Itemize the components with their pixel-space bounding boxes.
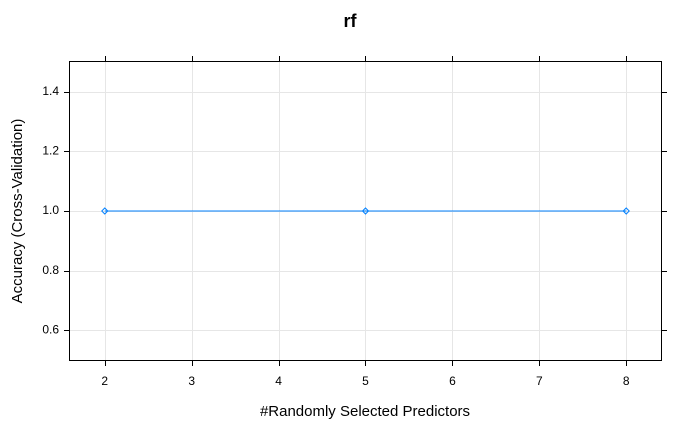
x-tick-label: 2 [101, 374, 108, 388]
y-tick-label: 0.8 [42, 263, 59, 277]
data-point [622, 207, 630, 215]
y-axis-label: Accuracy (Cross-Validation) [9, 119, 26, 304]
series-layer [101, 207, 630, 215]
y-tick-label: 0.6 [42, 322, 59, 336]
x-tick-label: 5 [362, 374, 369, 388]
x-tick-label: 8 [623, 374, 630, 388]
plot-frame [69, 61, 662, 361]
y-tick-label: 1.4 [42, 84, 59, 98]
y-tick-label: 1.0 [42, 203, 59, 217]
y-tick-label: 1.2 [42, 144, 59, 158]
data-point [361, 207, 370, 215]
x-tick-label: 4 [275, 374, 282, 388]
chart-title: rf [344, 11, 358, 31]
x-tick-label: 3 [188, 374, 195, 388]
tick-layer: 2 3 4 5 6 7 8 0.6 0.8 1.0 1.2 1.4 [42, 56, 667, 388]
x-tick-label: 7 [536, 374, 543, 388]
x-axis-label: #Randomly Selected Predictors [260, 403, 470, 420]
x-tick-label: 6 [449, 374, 456, 388]
data-point [101, 207, 109, 215]
